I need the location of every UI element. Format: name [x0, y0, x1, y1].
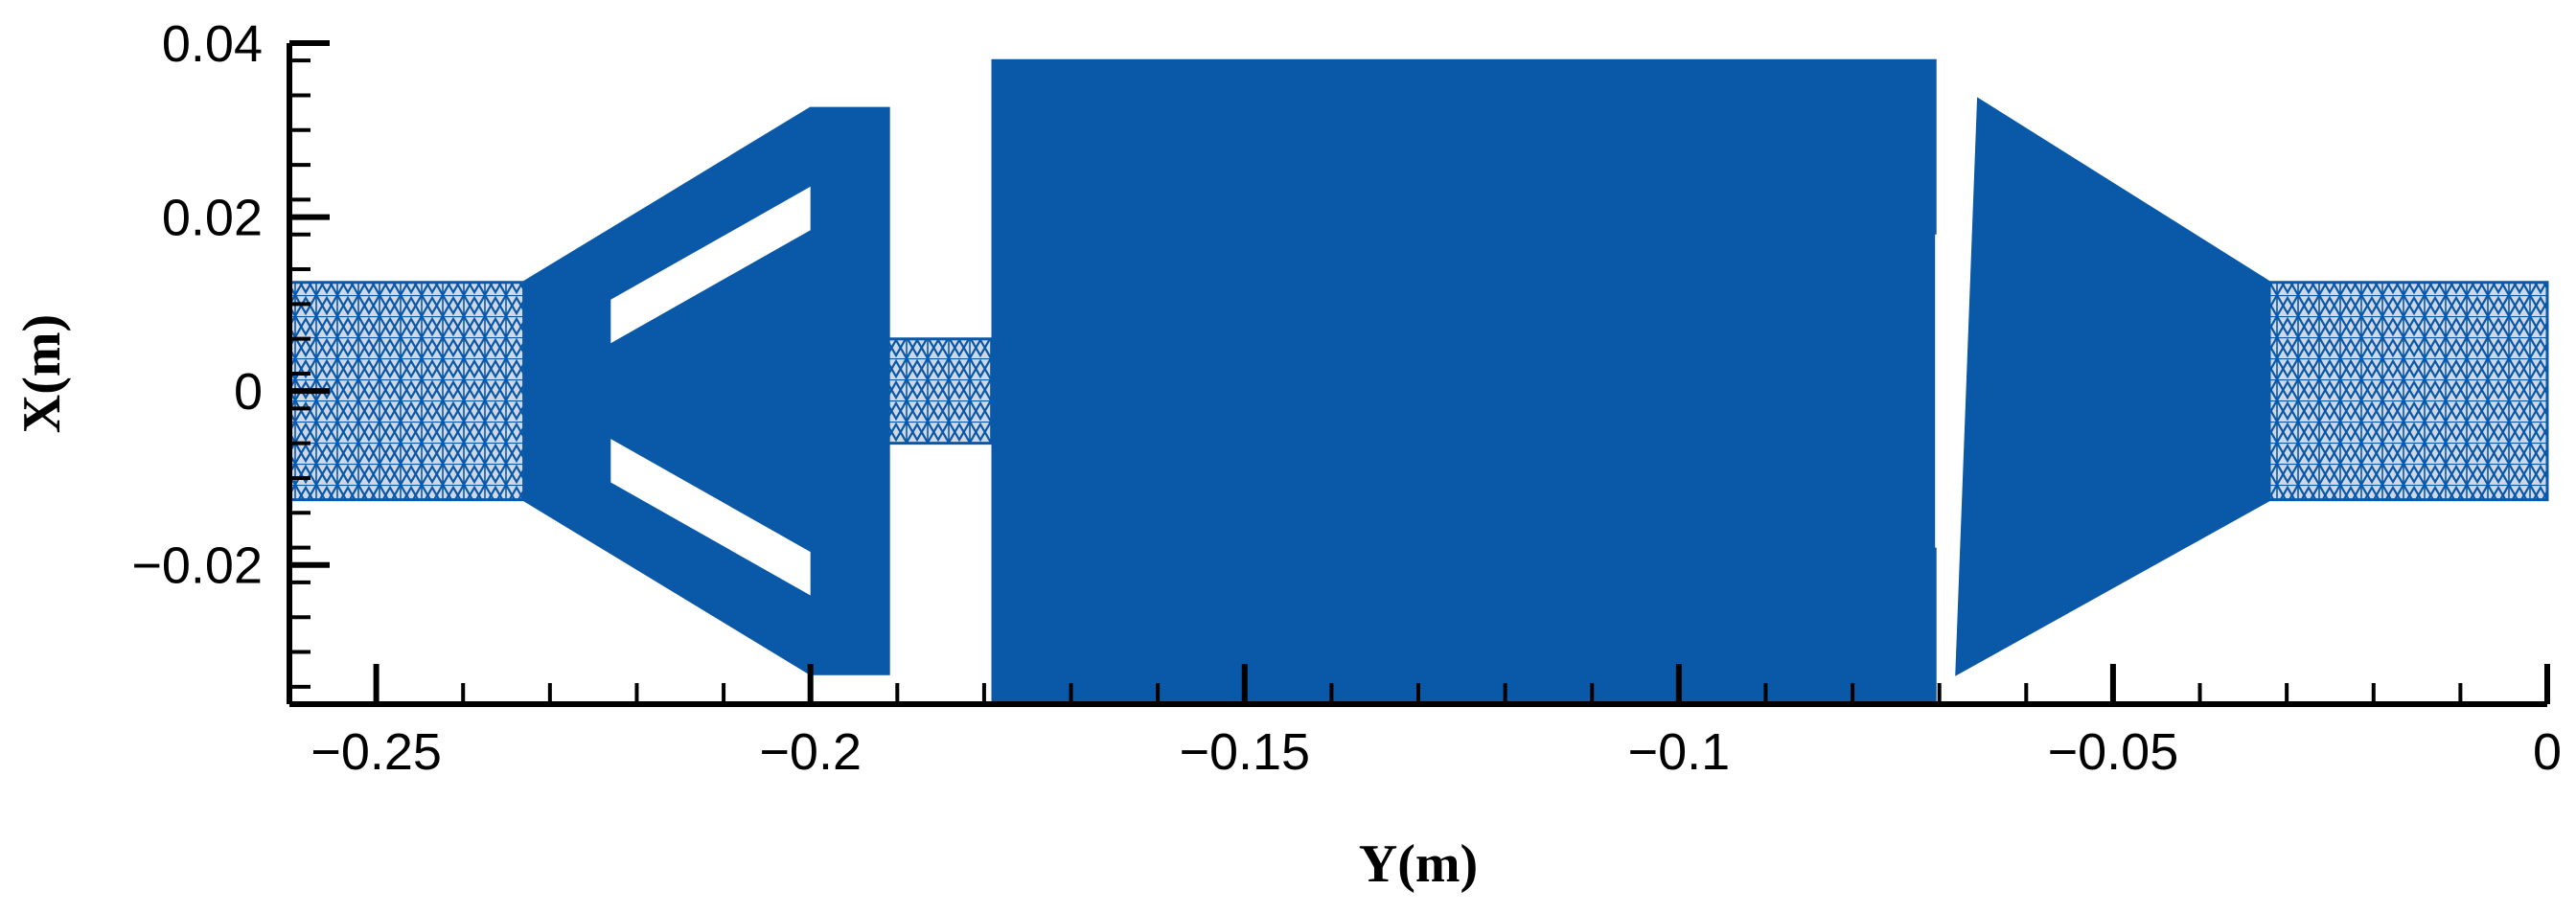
y-tick-label: −0.02: [131, 537, 263, 595]
y-tick-label: 0.04: [162, 15, 263, 73]
y-ticks: 0.04 0.02 0 −0.02: [131, 15, 330, 689]
x-ticks: −0.25 −0.2 −0.15 −0.1 −0.05 0: [288, 664, 2562, 781]
mesh-region-outlet-pipe: [2267, 281, 2549, 502]
y-tick-label: 0: [234, 363, 263, 421]
mesh-region-throat: [886, 337, 995, 445]
mesh-region-outlet-cone: [1955, 97, 2271, 676]
y-axis-title: X(m): [12, 314, 72, 433]
x-tick-label: −0.2: [759, 723, 862, 781]
gap-lower-baffle-slot: [610, 439, 811, 596]
x-tick-label: −0.15: [1179, 723, 1310, 781]
x-tick-label: −0.25: [310, 723, 442, 781]
y-tick-label: 0.02: [162, 190, 263, 247]
mesh-layer: [288, 58, 2549, 706]
gap-upper-baffle-slot: [610, 186, 811, 344]
x-axis-title: Y(m): [1359, 834, 1478, 894]
x-tick-label: −0.1: [1628, 723, 1731, 781]
axes: −0.25 −0.2 −0.15 −0.1 −0.05 0 0.040.020−0.02 …: [12, 15, 2562, 894]
gap-outlet-gap: [1935, 234, 1957, 548]
x-tick-label: 0: [2533, 723, 2562, 781]
x-tick-label: −0.05: [2048, 723, 2179, 781]
mesh-region-inlet-cone: [522, 106, 890, 675]
gap-layer: [610, 186, 1957, 596]
mesh-region-main-chamber: [991, 58, 1937, 706]
